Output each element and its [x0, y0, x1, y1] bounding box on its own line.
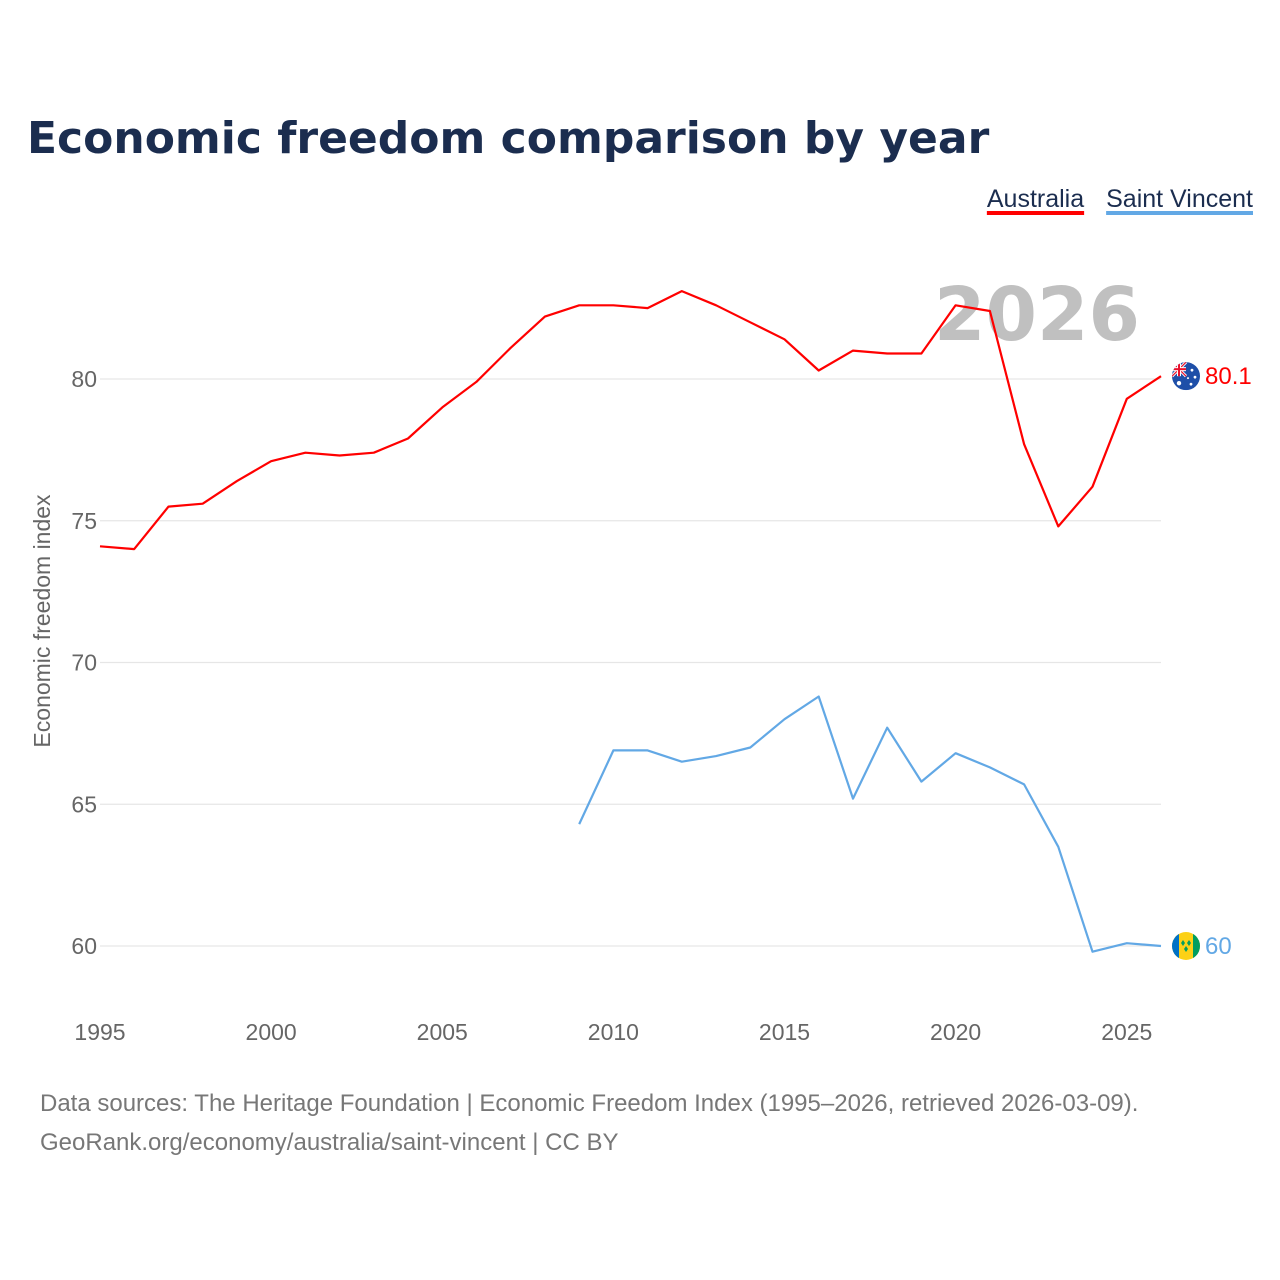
footer-sources: Data sources: The Heritage Foundation | …	[40, 1090, 1138, 1117]
series-line-australia	[99, 290, 1162, 551]
grid-lines	[100, 378, 1161, 947]
x-tick-label: 2020	[930, 1019, 981, 1045]
end-value-label-saint-vincent: 60	[1205, 933, 1232, 960]
chart-title: Economic freedom comparison by year	[27, 113, 990, 164]
footer-credit: GeoRank.org/economy/australia/saint-vinc…	[40, 1129, 619, 1156]
legend-item-saint-vincent[interactable]: Saint Vincent	[1106, 185, 1253, 213]
x-tick-label: 2015	[759, 1019, 810, 1045]
legend-item-australia[interactable]: Australia	[987, 185, 1084, 213]
end-markers: 80.1 60	[1172, 362, 1252, 960]
legend-swatch	[1106, 211, 1253, 215]
y-tick-label: 80	[71, 366, 97, 392]
x-tick-label: 2010	[588, 1019, 639, 1045]
y-tick-label: 60	[71, 933, 97, 959]
x-tick-label: 2025	[1101, 1019, 1152, 1045]
saint-vincent-flag-icon	[1172, 932, 1200, 960]
series-line-saint-vincent	[578, 695, 1162, 953]
x-tick-label: 2005	[417, 1019, 468, 1045]
y-tick-label: 70	[71, 650, 97, 676]
x-tick-label: 1995	[74, 1019, 125, 1045]
end-value-label-australia: 80.1	[1205, 363, 1252, 390]
x-tick-label: 2000	[246, 1019, 297, 1045]
current-year-watermark: 2026	[934, 272, 1140, 358]
y-tick-label: 75	[71, 508, 97, 534]
australia-flag-icon	[1172, 362, 1200, 391]
legend: Saint Vincent Australia	[986, 185, 1253, 215]
legend-swatch	[986, 211, 1085, 215]
x-axis-ticks: 1995 2000 2005 2010 2015 2020 2025	[74, 1019, 1152, 1045]
series-layer	[99, 290, 1162, 953]
y-tick-label: 65	[71, 791, 97, 817]
y-axis-label: Economic freedom index	[29, 494, 55, 748]
y-axis-ticks: 60 65 70 75 80	[71, 366, 97, 959]
